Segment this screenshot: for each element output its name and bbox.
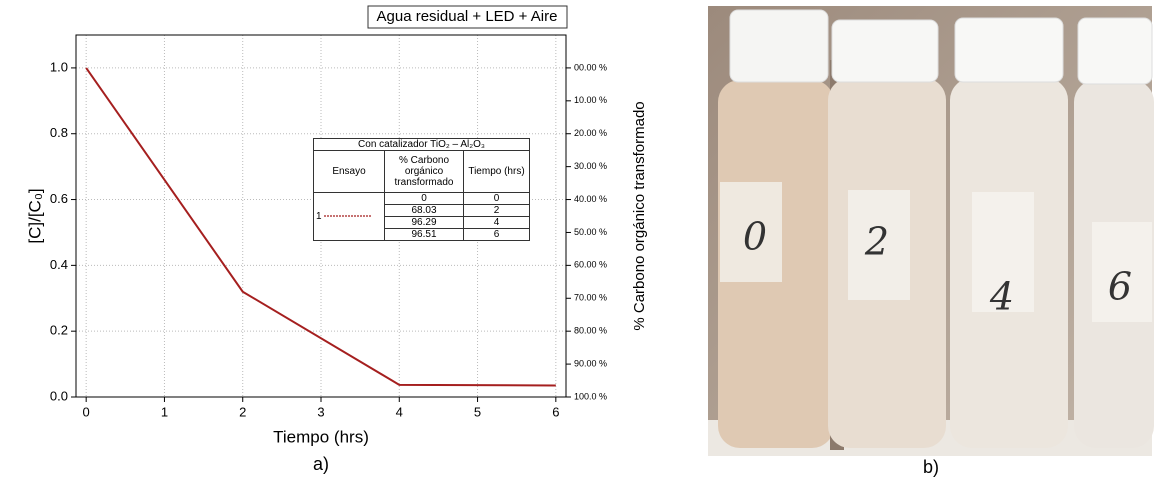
table-cell: 96.29 [384,216,464,229]
inset-table: Con catalizador TiO₂ – Al₂O₃ Ensayo % Ca… [313,138,530,241]
y2-tick-label: 80.00 % [574,326,607,336]
legend-box [367,5,568,29]
cap [954,17,1064,83]
y-axis-label: [C]/[C₀] [25,188,44,243]
x-tick-label: 4 [396,404,403,419]
table-cell: 0 [463,192,530,205]
data-line [85,67,556,387]
tube [718,9,844,450]
legend-label: 1 [316,211,322,222]
y-tick-label: 0.2 [50,323,68,338]
chart: Agua residual + LED + Aire Tiempo (hrs) … [25,5,648,474]
cap [1077,17,1153,85]
y2-tick-label: 90.00 % [574,358,607,368]
y-tick-label: 0.8 [50,125,68,140]
caption: a) [313,454,329,474]
y-tick-label: 0.4 [50,257,68,272]
x-tick-label: 2 [239,404,246,419]
table-cell: 2 [463,204,530,217]
y-tick-label: 0.6 [50,191,68,206]
y2-tick-label: 10.00 % [574,95,607,105]
series-legend: 1 [313,192,385,241]
y2-tick-label: 100.0 % [574,391,607,401]
tube-label: 2 [864,220,889,264]
tube [950,17,1068,448]
plot-frame [75,34,567,398]
cap [831,19,939,83]
table-cell: 68.03 [384,204,464,217]
table-cell: 6 [463,228,530,241]
table-cell: 0 [384,192,464,205]
tube-label: 0 [743,215,767,259]
x-tick-label: 3 [317,404,324,419]
y2-tick-label: 00.00 % [574,62,607,72]
y2-tick-label: 50.00 % [574,227,607,237]
tube [1074,17,1154,448]
x-tick-label: 0 [83,404,90,419]
legend-title: Agua residual + LED + Aire [377,8,558,25]
label-paper [972,192,1034,312]
legend-line [323,215,372,217]
y-tick-label: 1.0 [50,59,68,74]
table-header: % Carbono orgánico transformado [384,150,464,193]
label-paper [848,190,910,300]
cap [729,9,829,83]
table-title: Con catalizador TiO₂ – Al₂O₃ [313,138,530,151]
table-cell: 4 [463,216,530,229]
y2-tick-label: 40.00 % [574,194,607,204]
x-tick-label: 6 [552,404,559,419]
y2-tick-label: 20.00 % [574,128,607,138]
table-header: Tiempo (hrs) [463,150,530,193]
label-paper [1092,222,1152,322]
table-cell: 96.51 [384,228,464,241]
tube [828,19,946,448]
caption: b) [923,457,939,477]
tube-label: 6 [1108,265,1132,309]
x-axis-label: Tiempo (hrs) [273,427,369,446]
y-tick-label: 0.0 [50,388,68,403]
y2-tick-label: 30.00 % [574,161,607,171]
label-paper [720,182,782,282]
tube-label: 4 [989,275,1014,319]
photo: 0 2 4 6 b) [708,6,1154,477]
table-header: Ensayo [313,150,385,193]
y2-tick-label: 60.00 % [574,260,607,270]
x-tick-label: 5 [474,404,481,419]
x-tick-label: 1 [161,404,168,419]
y2-axis-label: % Carbono orgánico transformado [631,101,648,330]
y2-tick-label: 70.00 % [574,293,607,303]
